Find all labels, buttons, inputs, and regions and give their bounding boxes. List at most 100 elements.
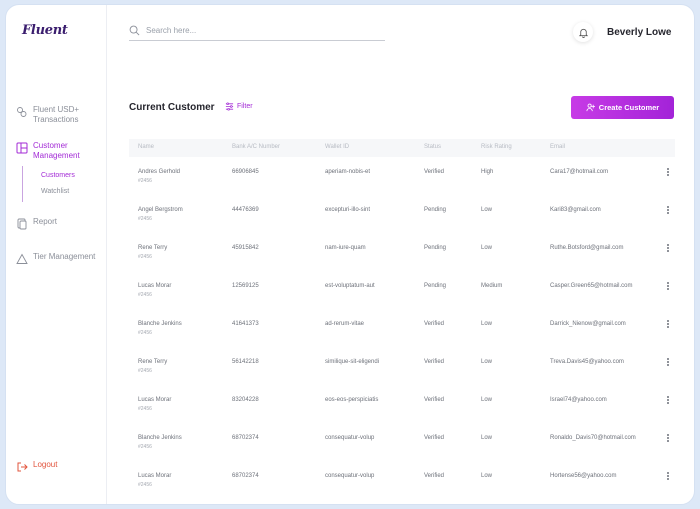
- subnav-item-watchlist[interactable]: Watchlist: [41, 188, 70, 195]
- table-row[interactable]: Lucas Morar #2456 12569125 est-voluptatu…: [129, 275, 675, 313]
- sidebar-item-label: Customer Management: [33, 141, 80, 160]
- document-icon: [17, 218, 27, 230]
- cell-id: #2456: [138, 406, 152, 412]
- cell-risk: Low: [481, 473, 493, 479]
- table-row[interactable]: Angel Bergstrom #2456 44476369 excepturi…: [129, 199, 675, 237]
- cell-account: 56142218: [232, 359, 259, 365]
- app-window: Fluent Fluent USD+ Transactions Customer…: [5, 4, 695, 505]
- cell-risk: Low: [481, 397, 493, 403]
- logout-label: Logout: [33, 460, 58, 469]
- cell-status: Verified: [424, 321, 445, 327]
- cell-status: Pending: [424, 245, 447, 251]
- cell-name: Andres Gerhold: [138, 169, 181, 175]
- create-customer-label: Create Customer: [598, 103, 660, 112]
- sidebar-item-tier-management[interactable]: Tier Management: [16, 252, 95, 265]
- cell-wallet: est-voluptatum-aut: [325, 283, 375, 289]
- cell-risk: Low: [481, 207, 493, 213]
- cell-id: #2456: [138, 178, 152, 184]
- cell-account: 41641373: [232, 321, 259, 327]
- cell-wallet: eos-eos-perspiciatis: [325, 397, 379, 403]
- cell-account: 83204228: [232, 397, 259, 403]
- sidebar-item-label: Tier Management: [33, 252, 96, 261]
- user-name[interactable]: Beverly Lowe: [607, 27, 672, 38]
- cell-name: Blanche Jenkins: [138, 321, 182, 327]
- cell-name: Lucas Morar: [138, 397, 172, 403]
- cell-email: Ruthe.Botsford@gmail.com: [550, 245, 624, 251]
- sidebar-item-label: Fluent USD+ Transactions: [33, 105, 80, 124]
- cell-id: #2456: [138, 482, 152, 488]
- create-customer-button[interactable]: Create Customer: [571, 96, 674, 119]
- row-menu-icon[interactable]: [665, 167, 671, 179]
- table-row[interactable]: Lucas Morar #2456 68702374 consequatur-v…: [129, 465, 675, 503]
- cell-email: Treva.Davis45@yahoo.com: [550, 359, 624, 365]
- filter-button[interactable]: Filter: [225, 102, 253, 111]
- cell-wallet: excepturi-illo-sint: [325, 207, 371, 213]
- cell-email: Cara17@hotmail.com: [550, 169, 609, 175]
- sidebar-item-report[interactable]: Report: [16, 217, 57, 230]
- coins-icon: [17, 107, 27, 117]
- row-menu-icon[interactable]: [665, 433, 671, 445]
- bell-icon: [578, 28, 588, 38]
- add-user-icon: [586, 103, 595, 112]
- column-header-email: Email: [550, 144, 566, 150]
- cell-name: Blanche Jenkins: [138, 435, 182, 441]
- sidebar-item-transactions[interactable]: Fluent USD+ Transactions: [16, 105, 89, 125]
- cell-status: Pending: [424, 207, 447, 213]
- cell-email: Hortense56@yahoo.com: [550, 473, 617, 479]
- cell-email: Darrick_Nienow@gmail.com: [550, 321, 626, 327]
- column-header-bank-account: Bank A/C Number: [232, 144, 281, 150]
- filter-icon: [225, 102, 234, 111]
- row-menu-icon[interactable]: [665, 395, 671, 407]
- row-menu-icon[interactable]: [665, 471, 671, 483]
- main-content: Beverly Lowe Current Customer Filter Cre…: [107, 5, 694, 504]
- cell-wallet: nam-iure-quam: [325, 245, 366, 251]
- search-icon: [129, 25, 140, 36]
- column-header-status: Status: [424, 144, 442, 150]
- cell-wallet: aperiam-nobis-et: [325, 169, 371, 175]
- search-input[interactable]: [146, 26, 366, 35]
- cell-id: #2456: [138, 330, 152, 336]
- table-row[interactable]: Lucas Morar #2456 83204228 eos-eos-persp…: [129, 389, 675, 427]
- row-menu-icon[interactable]: [665, 319, 671, 331]
- cell-email: Kari83@gmail.com: [550, 207, 601, 213]
- filter-label: Filter: [237, 103, 253, 110]
- cell-name: Rene Terry: [138, 245, 168, 251]
- cell-name: Lucas Morar: [138, 473, 172, 479]
- cell-status: Verified: [424, 473, 445, 479]
- cell-account: 68702374: [232, 435, 259, 441]
- sidebar-item-label: Report: [33, 217, 58, 226]
- sidebar-item-customer-management[interactable]: Customer Management: [16, 141, 91, 161]
- cell-risk: Low: [481, 245, 493, 251]
- row-menu-icon[interactable]: [665, 357, 671, 369]
- table-row[interactable]: Blanche Jenkins #2456 41641373 ad-rerum-…: [129, 313, 675, 351]
- cell-email: Casper.Green65@hotmail.com: [550, 283, 633, 289]
- logout-button[interactable]: Logout: [16, 460, 57, 473]
- cell-id: #2456: [138, 254, 152, 260]
- row-menu-icon[interactable]: [665, 205, 671, 217]
- triangle-icon: [16, 253, 28, 264]
- cell-status: Verified: [424, 397, 445, 403]
- cell-wallet: similique-sit-eligendi: [325, 359, 380, 365]
- notification-button[interactable]: [573, 22, 593, 42]
- cell-id: #2456: [138, 216, 152, 222]
- row-menu-icon[interactable]: [665, 243, 671, 255]
- table-row[interactable]: Blanche Jenkins #2456 68702374 consequat…: [129, 427, 675, 465]
- table-row[interactable]: Andres Gerhold #2456 66906845 aperiam-no…: [129, 161, 675, 199]
- column-header-name: Name: [138, 144, 155, 150]
- column-header-wallet-id: Wallet ID: [325, 144, 350, 150]
- column-header-risk-rating: Risk Rating: [481, 144, 512, 150]
- cell-id: #2456: [138, 444, 152, 450]
- cell-id: #2456: [138, 368, 152, 374]
- row-menu-icon[interactable]: [665, 281, 671, 293]
- cell-status: Verified: [424, 359, 445, 365]
- table-row[interactable]: Rene Terry #2456 56142218 similique-sit-…: [129, 351, 675, 389]
- subnav-line: [22, 166, 23, 202]
- cell-status: Pending: [424, 283, 447, 289]
- cell-account: 12569125: [232, 283, 259, 289]
- cell-email: Ronaldo_Davis70@hotmail.com: [550, 435, 636, 441]
- cell-name: Angel Bergstrom: [138, 207, 183, 213]
- subnav-item-customers[interactable]: Customers: [41, 172, 75, 179]
- table-row[interactable]: Rene Terry #2456 45915842 nam-iure-quam …: [129, 237, 675, 275]
- cell-wallet: consequatur-volup: [325, 473, 375, 479]
- cell-risk: Medium: [481, 283, 503, 289]
